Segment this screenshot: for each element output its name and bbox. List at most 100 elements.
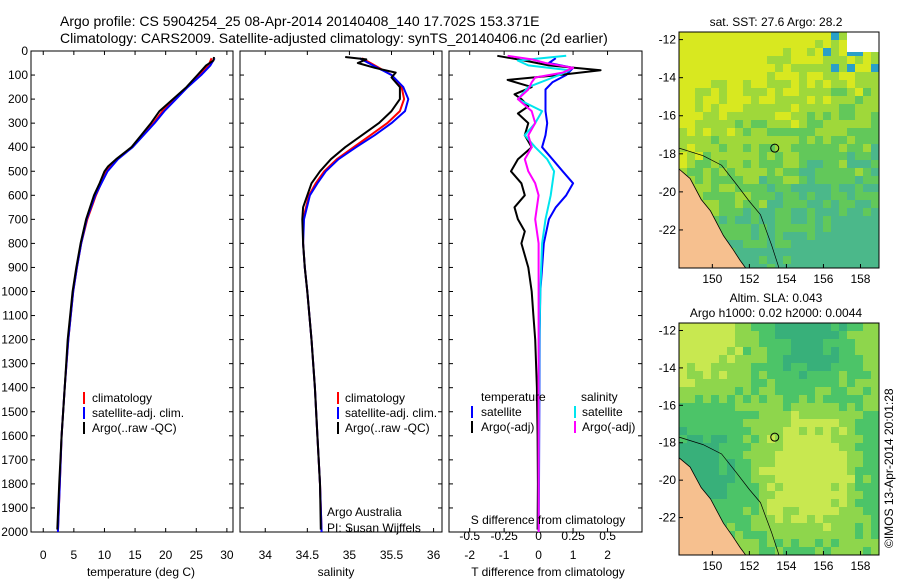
ytick-label: 500 — [8, 164, 28, 178]
plot-frame-difference — [448, 50, 643, 533]
sla-map-title-1: Altim. SLA: 0.043 — [730, 291, 823, 305]
map-frame — [678, 322, 880, 556]
ytick-label: 1800 — [1, 477, 28, 491]
difference-panel: -2 -1 0 1 2 -0.5 -0.25 0 0.25 0.5 — [448, 50, 643, 562]
difference-legend-salinity: salinity satellite Argo(-adj) — [574, 390, 635, 434]
ytick-label: 1200 — [1, 333, 28, 347]
map-ytick-label: -20 — [659, 185, 677, 199]
map-ytick-label: -22 — [659, 511, 677, 525]
xtick-label-top: -0.25 — [490, 529, 518, 543]
map-frame — [678, 31, 880, 269]
xtick-label-top: -0.5 — [459, 529, 480, 543]
xtick-label: 5 — [71, 548, 78, 562]
map-ytick-label: -22 — [659, 223, 677, 237]
bathymetry-contour — [679, 147, 780, 268]
ytick-label: 1500 — [1, 405, 28, 419]
ytick-label: 1600 — [1, 429, 28, 443]
xtick-label: 36 — [427, 548, 441, 562]
difference-xlabel: T difference from climatology — [471, 565, 625, 579]
map-xtick-label: 158 — [850, 559, 870, 573]
ytick-label: 1000 — [1, 285, 28, 299]
land-mass — [679, 168, 747, 268]
xtick-label: 0 — [40, 548, 47, 562]
difference-legend-temperature: temperature satellite Argo(-adj) — [471, 390, 546, 434]
credit-line-1: Argo Australia — [327, 505, 402, 519]
credit-line-2: PI: Susan Wijffels — [327, 521, 421, 535]
map-ytick-label: -12 — [659, 33, 677, 47]
temperature-legend-climatology: climatology — [92, 391, 152, 405]
series-difference-1 — [497, 54, 602, 530]
salinity-panel: 34 34.5 35 35.5 36 — [239, 50, 443, 562]
map-xtick-label: 158 — [850, 272, 870, 286]
xtick-label: 15 — [128, 548, 142, 562]
ytick-label: 2000 — [1, 525, 28, 539]
land-mass — [679, 457, 747, 555]
xtick-label: 25 — [190, 548, 204, 562]
map-field — [679, 32, 879, 268]
xtick-label-top: 0.5 — [599, 529, 616, 543]
map-xtick-label: 150 — [702, 559, 722, 573]
salinity-legend-climatology: climatology — [345, 391, 405, 405]
xtick-label: -2 — [464, 548, 475, 562]
ytick-label: 0 — [21, 44, 28, 58]
ytick-label: 1900 — [1, 501, 28, 515]
map-ytick-label: -14 — [659, 71, 677, 85]
ytick-label: 1400 — [1, 381, 28, 395]
legend-title-salinity: salinity — [581, 390, 618, 404]
ytick-label: 900 — [8, 260, 28, 274]
xtick-label: 1 — [570, 548, 577, 562]
map-xtick-label: 154 — [776, 272, 796, 286]
map-ytick-label: -14 — [659, 361, 677, 375]
map-ytick-label: -16 — [659, 398, 677, 412]
map-xtick-label: 156 — [813, 272, 833, 286]
salinity-xlabel: salinity — [318, 565, 355, 579]
series-difference-3 — [507, 54, 575, 532]
plot-frame-temperature — [30, 50, 234, 533]
salinity-legend-satellite: satellite-adj. clim. — [345, 406, 437, 420]
xtick-label: 0 — [535, 548, 542, 562]
ytick-label: 600 — [8, 188, 28, 202]
ytick-label: 800 — [8, 236, 28, 250]
temperature-panel: 0 5 10 15 20 25 300100200300400500600700800900… — [1, 44, 234, 562]
bathymetry-contour — [679, 436, 780, 555]
legend-t-argo: Argo(-adj) — [481, 420, 534, 434]
xtick-label: 10 — [98, 548, 112, 562]
xtick-label: -1 — [499, 548, 510, 562]
sla-map-title-2: Argo h1000: 0.02 h2000: 0.0044 — [690, 306, 862, 320]
difference-xlabel-top: S difference from climatology — [471, 513, 626, 527]
ytick-label: 1100 — [2, 309, 28, 323]
map-xtick-label: 150 — [702, 272, 722, 286]
map-ytick-label: -16 — [659, 109, 677, 123]
map-field — [679, 323, 879, 555]
legend-s-argo: Argo(-adj) — [582, 420, 635, 434]
title-line-1: Argo profile: CS 5904254_25 08-Apr-2014 … — [60, 13, 540, 29]
ytick-label: 1700 — [1, 453, 28, 467]
map-ytick-label: -18 — [659, 147, 677, 161]
ytick-label: 300 — [8, 116, 28, 130]
series-temperature-2 — [56, 56, 215, 530]
map-xtick-label: 154 — [776, 559, 796, 573]
xtick-label-top: 0 — [535, 529, 542, 543]
xtick-label: 34 — [259, 548, 273, 562]
missing-data-patch — [847, 32, 879, 52]
plot-frame-salinity — [239, 50, 443, 533]
ytick-label: 100 — [8, 68, 28, 82]
xtick-label: 34.5 — [296, 548, 320, 562]
xtick-label: 35 — [343, 548, 357, 562]
ytick-label: 200 — [8, 92, 28, 106]
temperature-legend: climatology satellite-adj. clim. Argo(..… — [83, 391, 184, 435]
series-salinity-2 — [301, 56, 401, 530]
xtick-label: 2 — [604, 548, 611, 562]
map-xtick-label: 156 — [813, 559, 833, 573]
map-ytick-label: -20 — [659, 473, 677, 487]
xtick-label: 20 — [159, 548, 173, 562]
title-line-2: Climatology: CARS2009. Satellite-adjuste… — [60, 30, 608, 46]
salinity-legend: climatology satellite-adj. clim. Argo(..… — [337, 391, 437, 435]
sla-map: 150 152 154 156 158 -12 -14 -16 -18 -20 -22 — [659, 322, 880, 573]
argo-float-marker — [770, 432, 780, 442]
sst-map: 150 152 154 156 158 -12 -14 -16 -18 -20 -22 — [659, 31, 880, 286]
ytick-label: 1300 — [1, 357, 28, 371]
legend-title-temperature: temperature — [481, 390, 546, 404]
imos-timestamp: ©IMOS 13-Apr-2014 20:01:28 — [882, 388, 896, 548]
